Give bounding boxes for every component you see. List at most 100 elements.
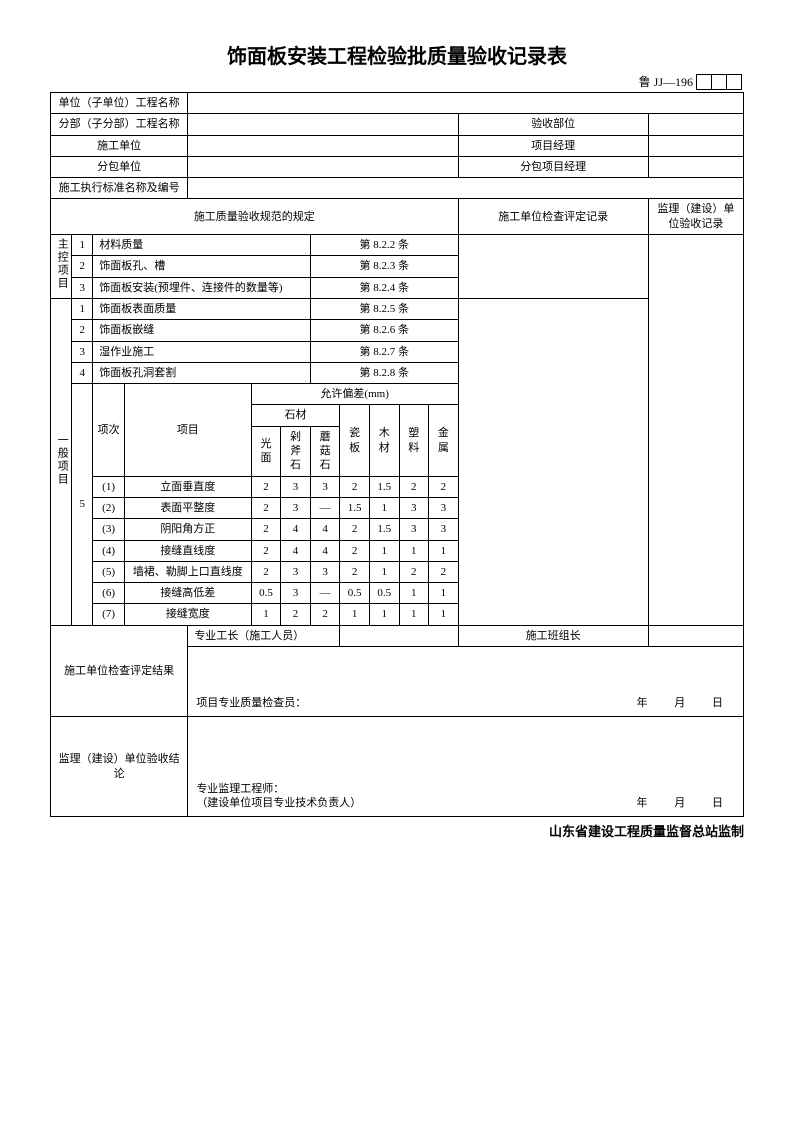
- dev-mg: 蘑菇石: [310, 426, 340, 476]
- dev-cell: 2: [429, 561, 459, 582]
- dev-cell: —: [310, 583, 340, 604]
- dev-cell: 2: [429, 476, 459, 497]
- accept-col: 监理（建设）单位验收记录: [648, 199, 743, 235]
- g1-clause1: 第 8.2.2 条: [310, 235, 458, 256]
- g1-check[interactable]: [458, 235, 648, 299]
- header-row-4: 分包单位 分包项目经理: [51, 156, 744, 177]
- sig1-top-r-val[interactable]: [648, 625, 743, 646]
- dev-cell: 1: [399, 540, 429, 561]
- g2-clause3: 第 8.2.7 条: [310, 341, 458, 362]
- header-row-1: 单位（子单位）工程名称: [51, 93, 744, 114]
- dev-cell: 3: [281, 561, 311, 582]
- main-table: 单位（子单位）工程名称 分部（子分部）工程名称 验收部位 施工单位 项目经理 分…: [50, 92, 744, 817]
- unit-project-value[interactable]: [188, 93, 744, 114]
- dev-r1-n: (1): [93, 476, 125, 497]
- g2-n1: 1: [72, 298, 93, 319]
- footer: 山东省建设工程质量监督总站监制: [50, 821, 744, 840]
- g1-n2: 2: [72, 256, 93, 277]
- g2-name1: 饰面板表面质量: [93, 298, 311, 319]
- dev-cell: 3: [310, 561, 340, 582]
- sig2-date: 年 月 日: [637, 796, 736, 810]
- dev-cell: 4: [310, 540, 340, 561]
- dev-cell: 2: [251, 519, 281, 540]
- accept-part-value[interactable]: [648, 114, 743, 135]
- dev-cell: 0.5: [251, 583, 281, 604]
- dev-jn: 金属: [429, 405, 459, 476]
- col-headers: 施工质量验收规范的规定 施工单位检查评定记录 监理（建设）单位验收记录: [51, 199, 744, 235]
- accept-area[interactable]: [648, 235, 743, 626]
- dev-cell: 1: [369, 497, 399, 518]
- standard-value[interactable]: [188, 178, 744, 199]
- g1-clause3: 第 8.2.4 条: [310, 277, 458, 298]
- dev-cell: 2: [281, 604, 311, 625]
- sig1-top-l: 专业工长（施工人员）: [188, 625, 340, 646]
- header-row-2: 分部（子分部）工程名称 验收部位: [51, 114, 744, 135]
- dev-r7-name: 接缝宽度: [124, 604, 251, 625]
- dev-cell: 1: [429, 540, 459, 561]
- dev-cell: 2: [340, 540, 370, 561]
- g2-n4: 4: [72, 362, 93, 383]
- dev-top: 允许偏差(mm): [251, 384, 458, 405]
- check-col: 施工单位检查评定记录: [458, 199, 648, 235]
- g2-n3: 3: [72, 341, 93, 362]
- dev-cell: 0.5: [340, 583, 370, 604]
- g2-clause2: 第 8.2.6 条: [310, 320, 458, 341]
- page-title: 饰面板安装工程检验批质量验收记录表: [50, 40, 744, 69]
- dev-cell: 3: [399, 519, 429, 540]
- form-code: 鲁 JJ—196: [639, 73, 693, 90]
- dev-stone: 石材: [251, 405, 340, 426]
- dev-cell: 1: [369, 604, 399, 625]
- dev-cell: 0.5: [369, 583, 399, 604]
- dev-cell: 2: [310, 604, 340, 625]
- dev-cell: 2: [340, 561, 370, 582]
- dev-xiangci: 项次: [93, 384, 125, 476]
- sig1-top-l-val[interactable]: [340, 625, 458, 646]
- dev-cell: 2: [340, 519, 370, 540]
- code-row: 鲁 JJ—196: [50, 73, 744, 90]
- subcontract-value[interactable]: [188, 156, 458, 177]
- dev-cell: 3: [429, 519, 459, 540]
- dev-r5-name: 墙裙、勒脚上口直线度: [124, 561, 251, 582]
- g1-name3: 饰面板安装(预埋件、连接件的数量等): [93, 277, 311, 298]
- g2-clause4: 第 8.2.8 条: [310, 362, 458, 383]
- dev-cell: 1: [369, 561, 399, 582]
- construct-unit-value[interactable]: [188, 135, 458, 156]
- dev-cell: 2: [340, 476, 370, 497]
- g2-row-1: 一般项目 1 饰面板表面质量 第 8.2.5 条: [51, 298, 744, 319]
- dev-cell: 1: [340, 604, 370, 625]
- dev-cell: 1.5: [369, 519, 399, 540]
- dev-cell: 2: [399, 561, 429, 582]
- sub-pm-label: 分包项目经理: [458, 156, 648, 177]
- sub-pm-value[interactable]: [648, 156, 743, 177]
- dev-r3-name: 阴阳角方正: [124, 519, 251, 540]
- dev-gm: 光面: [251, 426, 281, 476]
- dev-cell: 2: [251, 476, 281, 497]
- dev-cell: 3: [429, 497, 459, 518]
- dev-n: 5: [72, 384, 93, 626]
- pm-value[interactable]: [648, 135, 743, 156]
- dev-cell: 2: [251, 561, 281, 582]
- dev-fs: 剁斧石: [281, 426, 311, 476]
- g1-name1: 材料质量: [93, 235, 311, 256]
- dev-cell: 4: [310, 519, 340, 540]
- dev-r3-n: (3): [93, 519, 125, 540]
- g1-name2: 饰面板孔、槽: [93, 256, 311, 277]
- g2-name4: 饰面板孔洞套割: [93, 362, 311, 383]
- sub-project-value[interactable]: [188, 114, 458, 135]
- dev-r6-n: (6): [93, 583, 125, 604]
- subcontract-label: 分包单位: [51, 156, 188, 177]
- unit-project-label: 单位（子单位）工程名称: [51, 93, 188, 114]
- header-row-3: 施工单位 项目经理: [51, 135, 744, 156]
- accept-part-label: 验收部位: [458, 114, 648, 135]
- sig1-sign-area[interactable]: 项目专业质量检查员： 年 月 日: [188, 647, 744, 717]
- g2-check[interactable]: [458, 298, 648, 625]
- dev-cell: 1: [369, 540, 399, 561]
- dev-r4-n: (4): [93, 540, 125, 561]
- construct-unit-label: 施工单位: [51, 135, 188, 156]
- dev-sl: 塑料: [399, 405, 429, 476]
- standard-label: 施工执行标准名称及编号: [51, 178, 188, 199]
- sig2-sign-area[interactable]: 专业监理工程师： （建设单位项目专业技术负责人） 年 月 日: [188, 717, 744, 817]
- g1-clause2: 第 8.2.3 条: [310, 256, 458, 277]
- dev-cell: 3: [281, 476, 311, 497]
- sig1-bottom-label: 项目专业质量检查员：: [196, 696, 306, 710]
